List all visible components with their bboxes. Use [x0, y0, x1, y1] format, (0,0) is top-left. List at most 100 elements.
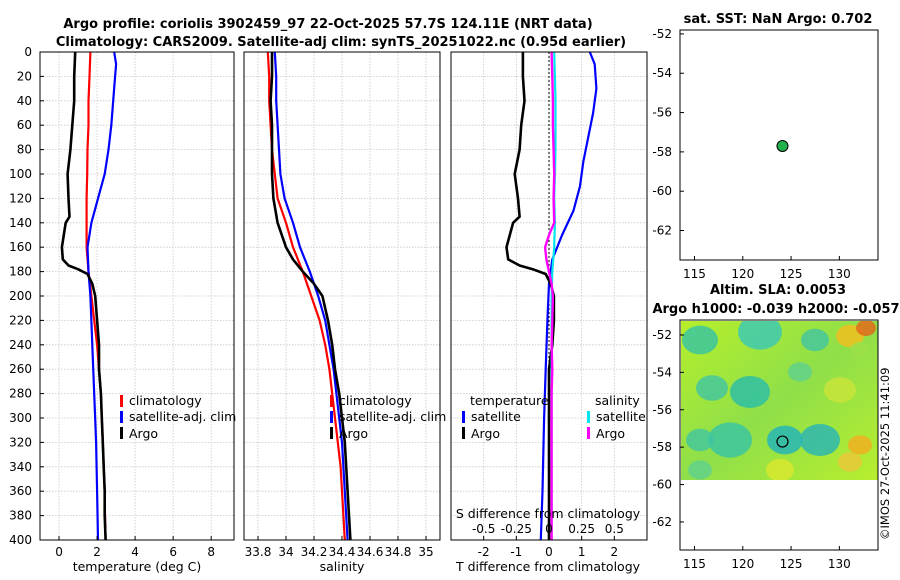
sla-blob [696, 375, 728, 401]
title-line-2: Climatology: CARS2009. Satellite-adj cli… [56, 35, 626, 50]
legend-swatch-satellite [330, 411, 333, 423]
sla-title-2: Argo h1000: -0.039 h2000: -0.057 [652, 302, 899, 317]
sla-map-panel: Altim. SLA: 0.0053 Argo h1000: -0.039 h2… [652, 283, 899, 571]
y-tick-label: 360 [9, 484, 32, 498]
temperature-panel: 0 2 4 6 8 0 20 40 60 80 100 120 140 160 180 200 220 240 2… [9, 45, 236, 574]
sla-points [776, 435, 789, 448]
sla-blob [738, 321, 782, 350]
map-y-tick-label: -62 [652, 224, 672, 238]
y-tick-label: 280 [9, 387, 32, 401]
legend-swatch-climatology [120, 395, 123, 407]
x-tick-label: -2 [478, 545, 490, 559]
top-x-tick-label: 0.25 [568, 522, 595, 536]
top-x-tick-label: 0.5 [605, 522, 624, 536]
sla-yticks: -52 -54 -56 -58 -60 -62 [652, 328, 684, 529]
legend-title-temperature: temperature [470, 393, 549, 408]
map-x-tick-label: 115 [683, 267, 706, 281]
legend-label-t-satellite: satellite [471, 409, 521, 424]
x-tick-label: 34.4 [329, 545, 356, 559]
sla-blob [682, 325, 718, 355]
series-satellite-adj-clim [86, 51, 118, 541]
map-y-tick-label: -54 [652, 365, 672, 379]
y-tick-label: 80 [17, 143, 32, 157]
imos-credit: ©IMOS 27-Oct-2025 11:41:09 [878, 367, 892, 540]
y-tick-label: 300 [9, 411, 32, 425]
map-y-tick-label: -62 [652, 515, 672, 529]
legend-label-satellite: satellite-adj. clim [129, 409, 236, 424]
x-tick-label: 1 [578, 545, 586, 559]
map-y-tick-label: -58 [652, 440, 672, 454]
y-tick-label: 320 [9, 435, 32, 449]
x-tick-label: 2 [611, 545, 619, 559]
x-tick-label: 35 [418, 545, 433, 559]
salinity-lines [266, 51, 352, 541]
legend-label-argo: Argo [339, 426, 368, 441]
y-tick-label: 200 [9, 289, 32, 303]
difference-top-xticks: -0.5 -0.25 0 0.25 0.5 [472, 522, 624, 536]
sla-blob [848, 435, 872, 455]
map-y-tick-label: -52 [652, 27, 672, 41]
map-y-tick-label: -52 [652, 328, 672, 342]
x-tick-label: 2 [93, 545, 101, 559]
legend-swatch-argo [330, 427, 333, 439]
top-x-tick-label: 0 [545, 522, 553, 536]
sla-title-1: Altim. SLA: 0.0053 [710, 283, 846, 298]
x-tick-label: 0 [55, 545, 63, 559]
sst-map-panel: sat. SST: NaN Argo: 0.702 115 120 125 130 -… [652, 12, 879, 281]
map-x-tick-label: 115 [683, 557, 706, 571]
y-tick-label: 140 [9, 216, 32, 230]
temperature-yticks: 0 20 40 60 80 100 120 140 160 180 200 220 240 260 280 3… [9, 45, 44, 547]
sla-blob [801, 328, 829, 352]
top-x-tick-label: -0.25 [501, 522, 532, 536]
sla-blob [708, 422, 752, 458]
series-s-argo [543, 51, 556, 540]
map-y-tick-label: -54 [652, 66, 672, 80]
y-tick-label: 220 [9, 313, 32, 327]
legend-label-argo: Argo [129, 426, 158, 441]
series-t-argo [505, 52, 556, 540]
argo-location-marker [776, 139, 789, 152]
map-y-tick-label: -56 [652, 403, 672, 417]
argo-location-marker [776, 435, 789, 448]
salinity-grid [244, 52, 440, 540]
sla-blob [788, 362, 812, 382]
map-y-tick-label: -60 [652, 478, 672, 492]
map-y-tick-label: -58 [652, 145, 672, 159]
y-tick-label: 260 [9, 362, 32, 376]
sla-blob [856, 321, 876, 336]
sla-blob [767, 425, 803, 455]
y-tick-label: 100 [9, 167, 32, 181]
legend-label-satellite: satellite-adj. clim [339, 409, 446, 424]
y-tick-label: 60 [17, 118, 32, 132]
legend-swatch-satellite [120, 411, 123, 423]
map-x-tick-label: 130 [828, 267, 851, 281]
series-argo [60, 51, 107, 541]
top-x-tick-label: -0.5 [472, 522, 495, 536]
y-tick-label: 120 [9, 191, 32, 205]
y-tick-label: 0 [24, 45, 32, 59]
y-tick-label: 340 [9, 460, 32, 474]
series-t-satellite [539, 51, 598, 541]
x-tick-label: 34.8 [385, 545, 412, 559]
salinity-legend: climatology satellite-adj. clim Argo [330, 393, 446, 441]
sla-blob [686, 428, 714, 452]
y-tick-label: 380 [9, 509, 32, 523]
legend-swatch-argo [120, 427, 123, 439]
y-tick-label: 180 [9, 265, 32, 279]
s-difference-label: S difference from climatology [456, 506, 641, 521]
legend-swatch-climatology [330, 395, 333, 407]
legend-swatch-t-argo [462, 427, 465, 439]
difference-legend: temperature satellite Argo salinity sate… [462, 393, 646, 441]
map-x-tick-label: 120 [731, 267, 754, 281]
temperature-legend: climatology satellite-adj. clim Argo [120, 393, 236, 441]
legend-label-s-satellite: satellite [596, 409, 646, 424]
legend-swatch-t-satellite [462, 411, 465, 423]
map-x-tick-label: 125 [780, 557, 803, 571]
legend-swatch-s-satellite [587, 411, 590, 423]
salinity-xlabel: salinity [320, 559, 365, 574]
temperature-lines [60, 51, 118, 541]
x-tick-label: 0 [545, 545, 553, 559]
sst-xticks: 115 120 125 130 [683, 256, 851, 281]
map-y-tick-label: -56 [652, 106, 672, 120]
